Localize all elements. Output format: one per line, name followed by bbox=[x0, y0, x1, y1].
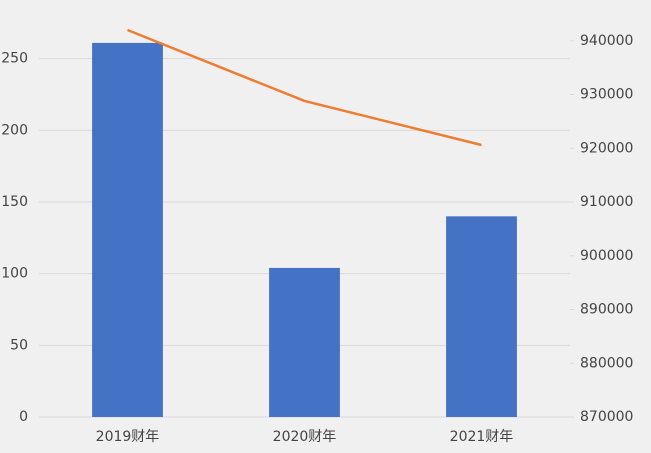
bar bbox=[446, 216, 517, 417]
y2-tick-label: 890000 bbox=[580, 302, 633, 318]
y2-tick-label: 920000 bbox=[580, 140, 633, 156]
x-tick-label: 2020财年 bbox=[273, 429, 337, 445]
x-tick-label: 2019财年 bbox=[96, 429, 160, 445]
bar bbox=[269, 267, 340, 417]
y2-tick-label: 870000 bbox=[580, 409, 633, 425]
y-tick-label: 0 bbox=[19, 409, 28, 425]
bar bbox=[92, 42, 163, 418]
y-tick-label: 50 bbox=[10, 337, 28, 353]
y2-tick-label: 910000 bbox=[580, 194, 633, 210]
line bbox=[127, 28, 482, 147]
y2-tick-label: 880000 bbox=[580, 355, 633, 371]
y2-tick-label: 900000 bbox=[580, 248, 633, 264]
y-tick-label: 250 bbox=[1, 51, 28, 67]
y-tick-label: 150 bbox=[1, 194, 28, 210]
x-tick-label: 2021财年 bbox=[450, 429, 514, 445]
y2-tick-label: 930000 bbox=[580, 87, 633, 103]
y-tick-label: 200 bbox=[1, 122, 28, 138]
y2-tick-label: 940000 bbox=[580, 33, 633, 49]
y-tick-label: 100 bbox=[1, 266, 28, 282]
